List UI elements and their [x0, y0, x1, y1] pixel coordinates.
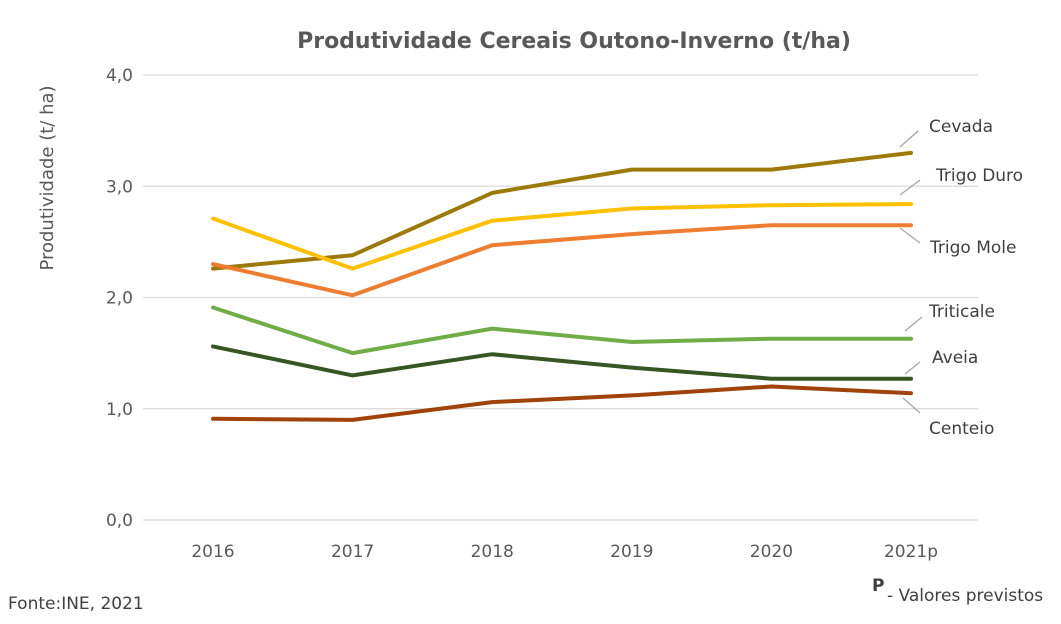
y-tick-label: 0,0 [106, 511, 133, 531]
leader-line [904, 361, 921, 375]
leader-line [899, 179, 921, 196]
series-lines [211, 150, 913, 422]
forecast-note: - Valores previstos [887, 586, 1043, 606]
series-line-centeio [211, 384, 913, 422]
leader-line [899, 227, 921, 244]
series-label: Cevada [929, 117, 993, 137]
series-line-trigo-mole [211, 223, 913, 298]
series-line-cevada [211, 150, 913, 271]
y-tick-label: 3,0 [106, 177, 133, 197]
leader-line [902, 397, 921, 414]
y-tick-label: 2,0 [106, 289, 133, 309]
series-label: Trigo Duro [935, 166, 1023, 186]
x-tick-label: 2021p [884, 542, 938, 562]
x-tick-label: 2018 [471, 542, 514, 562]
series-label: Aveia [932, 348, 978, 368]
y-axis-label: Produtividade (t/ ha) [37, 85, 58, 270]
x-tick-label: 2020 [750, 542, 793, 562]
gridlines [143, 74, 978, 521]
x-tick-label: 2017 [331, 542, 374, 562]
series-line-aveia [211, 344, 913, 381]
chart-title: Produtividade Cereais Outono-Inverno (t/… [297, 29, 851, 54]
x-tick-label: 2016 [191, 542, 234, 562]
leader-line [899, 130, 919, 148]
y-tick-label: 1,0 [106, 400, 133, 420]
x-tick-labels: 2016 2017 2018 2019 2020 2021p [191, 542, 938, 562]
source-note: Fonte:INE, 2021 [8, 594, 144, 614]
series-labels: Cevada Trigo Duro Trigo Mole Triticale Aveia… [899, 117, 1023, 439]
y-tick-labels: 0,0 1,0 2,0 3,0 4,0 [106, 66, 133, 531]
series-label: Trigo Mole [929, 238, 1016, 258]
series-line-triticale [211, 305, 913, 356]
series-label: Triticale [928, 302, 995, 322]
forecast-marker: P [872, 576, 884, 596]
x-tick-label: 2019 [610, 542, 653, 562]
leader-line [904, 316, 923, 332]
series-label: Centeio [929, 419, 994, 439]
y-tick-label: 4,0 [106, 66, 133, 86]
series-line-trigo-duro [211, 202, 913, 271]
